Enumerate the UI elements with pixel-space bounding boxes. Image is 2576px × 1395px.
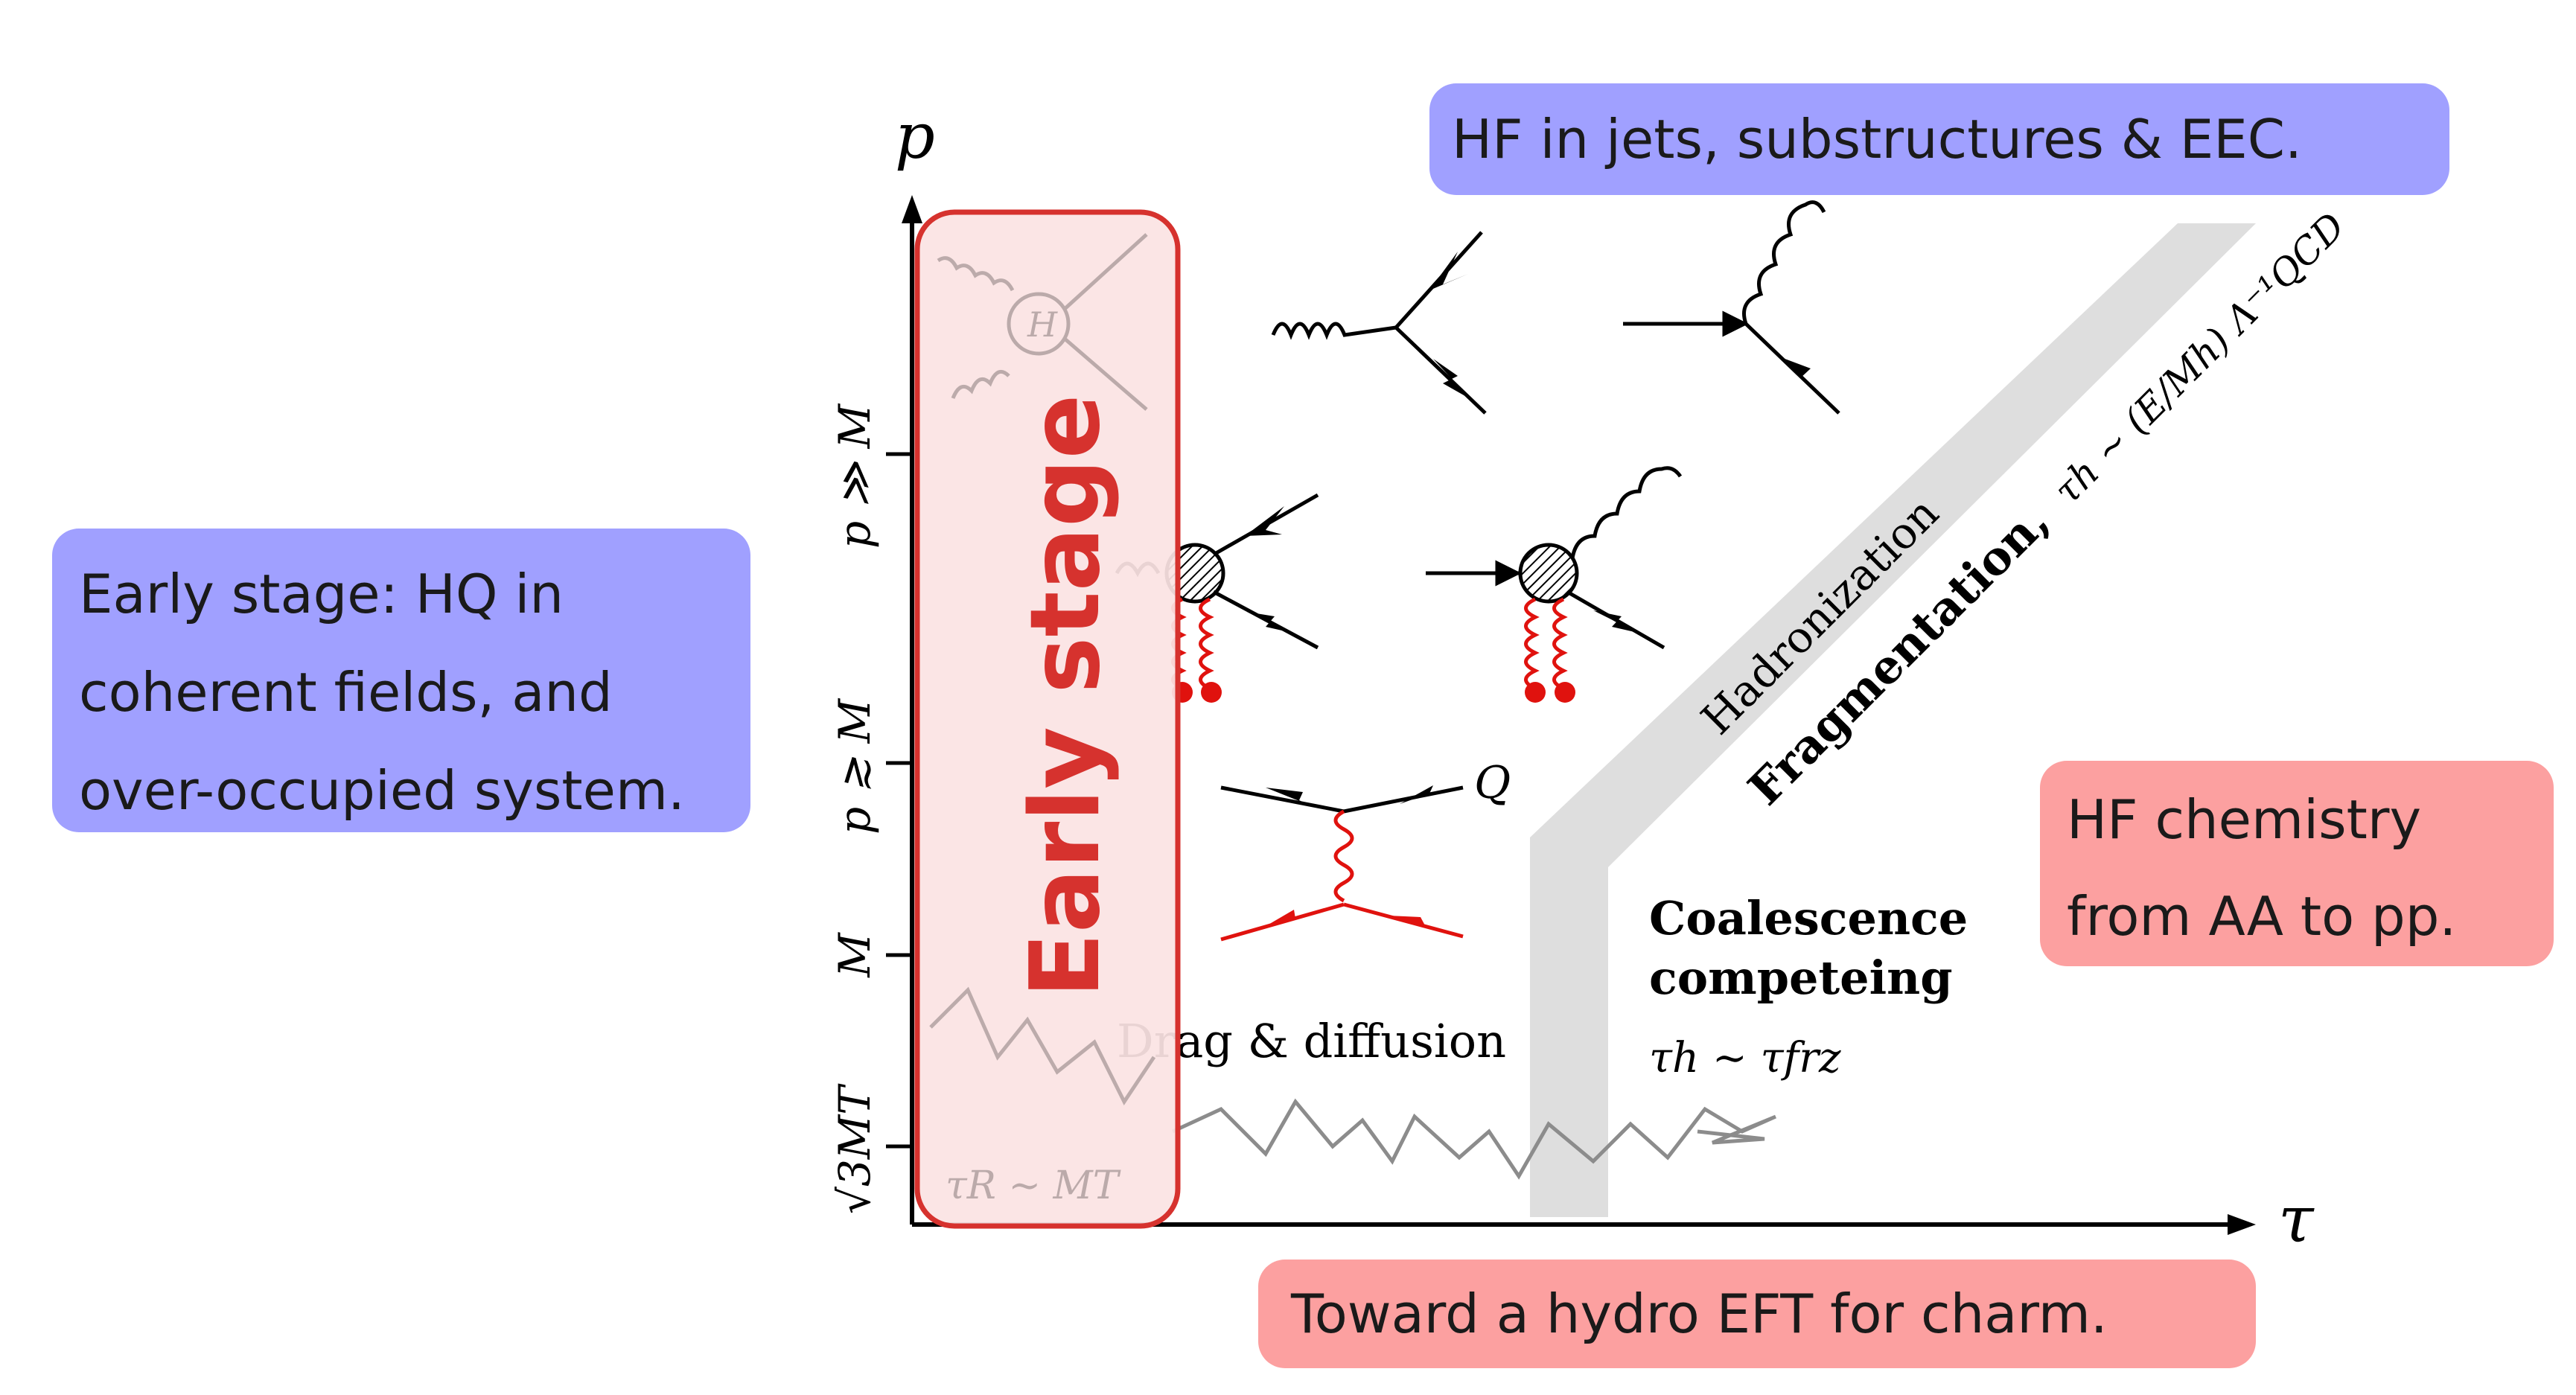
- quark-label-Q: Q: [1474, 757, 1511, 809]
- callout-hydro-eft-text: Toward a hydro EFT for charm.: [1291, 1283, 2108, 1345]
- tick-label-p-gt-M: p ≳ M: [829, 698, 880, 834]
- callout-early-stage-line-2: coherent fields, and: [79, 661, 613, 724]
- early-stage-box: [914, 209, 1181, 1229]
- higgs-label-H: H: [1027, 304, 1058, 345]
- random-walk-path: [1171, 1098, 1777, 1180]
- hadronization-band: [1530, 223, 2256, 1217]
- callout-hf-in-jets: HF in jets, substructures & EEC.: [1429, 83, 2449, 195]
- early-stage-label: Early stage: [1010, 395, 1121, 998]
- callout-hydro-eft: Toward a hydro EFT for charm.: [1258, 1260, 2256, 1368]
- callout-hf-in-jets-text: HF in jets, substructures & EEC.: [1452, 108, 2302, 170]
- early-stage-faded-diagram: H τR ∼ MT: [929, 233, 1156, 1208]
- drag-diffusion-label: Drag & diffusion: [1117, 1014, 1506, 1068]
- coalescence-formula: τh ∼ τfrz: [1649, 1034, 1841, 1082]
- tick-label-M: M: [829, 932, 880, 978]
- tau-r-label: τR ∼ MT: [946, 1163, 1121, 1208]
- callout-hf-chemistry-line-2: from AA to pp.: [2067, 885, 2457, 948]
- callout-early-stage-line-3: over-occupied system.: [79, 759, 685, 822]
- p-axis-arrow: [902, 195, 922, 223]
- p-axis-label: p: [895, 100, 935, 173]
- callout-hf-chemistry: HF chemistry from AA to pp.: [2040, 761, 2554, 966]
- tick-label-sqrt3MT: √3MT: [829, 1083, 880, 1214]
- feynman-diagram-gluon-splitting: [1271, 231, 1487, 415]
- coalescence-line-1: Coalescence: [1649, 891, 1968, 945]
- feynman-diagram-gluon-emission: [1623, 200, 1840, 415]
- tau-axis-label: τ: [2278, 1183, 2315, 1257]
- coalescence-line-2: competeing: [1649, 951, 1953, 1005]
- callout-early-stage: Early stage: HQ in coherent fields, and …: [52, 529, 750, 832]
- feynman-diagram-coherent-field-right: [1426, 466, 1683, 703]
- callout-early-stage-line-1: Early stage: HQ in: [79, 563, 564, 625]
- callout-hf-chemistry-line-1: HF chemistry: [2067, 788, 2422, 851]
- tick-label-p-gg-M: p ≫ M: [829, 403, 880, 549]
- feynman-diagram-coherent-field-left: [1115, 493, 1319, 703]
- tau-axis-arrow: [2228, 1214, 2256, 1235]
- feynman-diagram-scattering: Q: [1220, 757, 1511, 942]
